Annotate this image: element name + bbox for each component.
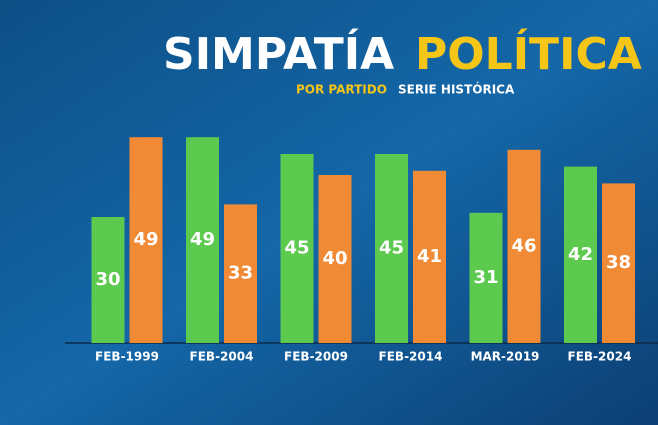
bar — [280, 154, 314, 343]
bar — [375, 154, 408, 343]
chart-title: SIMPATÍA — [163, 27, 394, 80]
value-label: 38 — [606, 252, 631, 273]
value-label: 33 — [228, 263, 253, 284]
bar — [507, 149, 541, 343]
bar — [413, 170, 446, 343]
bar — [129, 137, 163, 343]
bar — [224, 204, 257, 343]
chart-title: POLÍTICA — [415, 27, 642, 80]
value-label: 31 — [473, 267, 498, 288]
x-tick-label: FEB-2009 — [284, 350, 348, 364]
value-label: 45 — [379, 238, 404, 259]
value-label: 46 — [511, 235, 536, 256]
x-tick-label: FEB-2014 — [379, 350, 443, 364]
value-label: 30 — [95, 269, 120, 290]
bar — [469, 212, 503, 343]
x-tick-label: FEB-2004 — [190, 350, 254, 364]
value-label: 42 — [568, 244, 593, 265]
chart-subtitle: SERIE HISTÓRICA — [398, 82, 515, 97]
chart-subtitle: POR PARTIDO — [296, 83, 387, 97]
x-tick-label: MAR-2019 — [471, 350, 540, 364]
bar — [91, 217, 125, 343]
bar — [318, 175, 352, 343]
value-label: 49 — [190, 229, 215, 250]
bar — [602, 183, 635, 343]
value-label: 41 — [417, 246, 442, 267]
value-label: 40 — [322, 248, 347, 269]
value-label: 49 — [133, 229, 158, 250]
value-label: 45 — [284, 238, 309, 259]
bar — [564, 166, 597, 343]
x-tick-label: FEB-1999 — [95, 350, 159, 364]
bar — [186, 137, 219, 343]
x-tick-label: FEB-2024 — [568, 350, 632, 364]
